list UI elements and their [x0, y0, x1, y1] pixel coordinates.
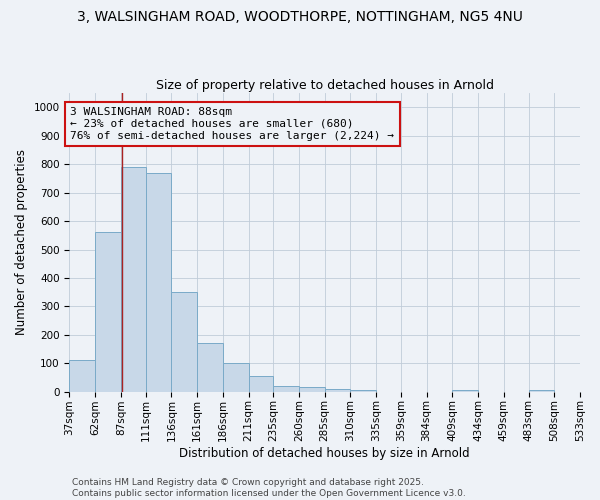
- Text: 3, WALSINGHAM ROAD, WOODTHORPE, NOTTINGHAM, NG5 4NU: 3, WALSINGHAM ROAD, WOODTHORPE, NOTTINGH…: [77, 10, 523, 24]
- Bar: [248, 376, 273, 392]
- Bar: [273, 386, 299, 392]
- Text: 3 WALSINGHAM ROAD: 88sqm
← 23% of detached houses are smaller (680)
76% of semi-: 3 WALSINGHAM ROAD: 88sqm ← 23% of detach…: [70, 108, 394, 140]
- Text: Contains HM Land Registry data © Crown copyright and database right 2025.
Contai: Contains HM Land Registry data © Crown c…: [72, 478, 466, 498]
- Bar: [121, 167, 146, 392]
- Bar: [197, 344, 223, 392]
- Bar: [325, 389, 350, 392]
- Bar: [70, 360, 95, 392]
- Y-axis label: Number of detached properties: Number of detached properties: [15, 150, 28, 336]
- Bar: [95, 232, 121, 392]
- Bar: [350, 390, 376, 392]
- Title: Size of property relative to detached houses in Arnold: Size of property relative to detached ho…: [156, 79, 494, 92]
- Bar: [172, 292, 197, 392]
- X-axis label: Distribution of detached houses by size in Arnold: Distribution of detached houses by size …: [179, 447, 470, 460]
- Bar: [529, 390, 554, 392]
- Bar: [299, 388, 325, 392]
- Bar: [452, 390, 478, 392]
- Bar: [146, 173, 172, 392]
- Bar: [223, 364, 248, 392]
